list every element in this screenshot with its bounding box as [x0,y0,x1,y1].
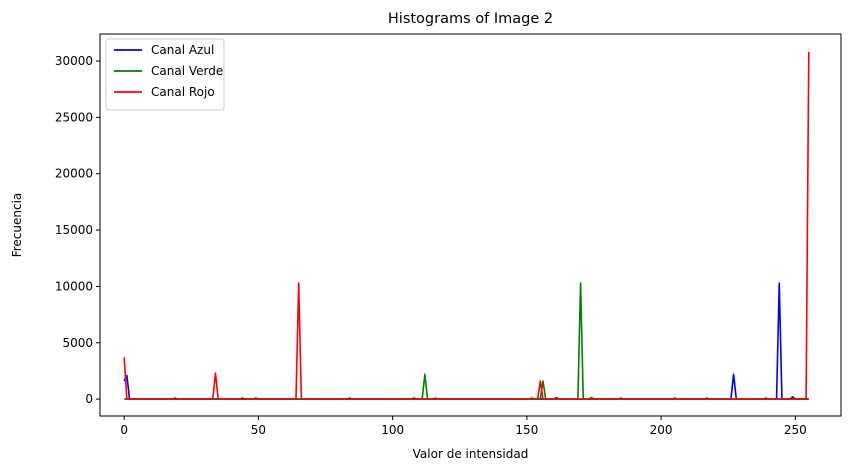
y-tick-label: 0 [85,392,93,406]
y-tick-label: 10000 [55,279,93,293]
x-axis: 0 50 100 150 200 250 [120,416,807,437]
y-tick-label: 20000 [55,167,93,181]
legend-label: Canal Rojo [151,85,215,99]
x-tick-label: 100 [381,423,404,437]
plot-frame [99,33,842,417]
y-axis: 0 5000 10000 15000 20000 25000 30000 [55,54,100,406]
y-tick-label: 25000 [55,110,93,124]
y-tick-label: 15000 [55,223,93,237]
series-line-1 [123,282,809,400]
x-tick-label: 250 [784,423,807,437]
y-axis-label: Frecuencia [10,193,24,258]
x-tick-label: 0 [120,423,128,437]
x-axis-label: Valor de intensidad [413,447,529,461]
x-tick-label: 200 [650,423,673,437]
y-tick-label: 5000 [62,336,93,350]
series-line-2 [124,282,809,400]
legend-label: Canal Verde [151,64,223,78]
chart-title: Histograms of Image 2 [388,11,553,27]
series-line-3 [123,52,810,400]
plot-area [123,52,810,400]
legend: Canal Azul Canal Verde Canal Rojo [105,38,225,111]
x-tick-label: 50 [251,423,266,437]
legend-label: Canal Azul [151,43,214,57]
x-tick-label: 150 [515,423,538,437]
y-tick-label: 30000 [55,54,93,68]
